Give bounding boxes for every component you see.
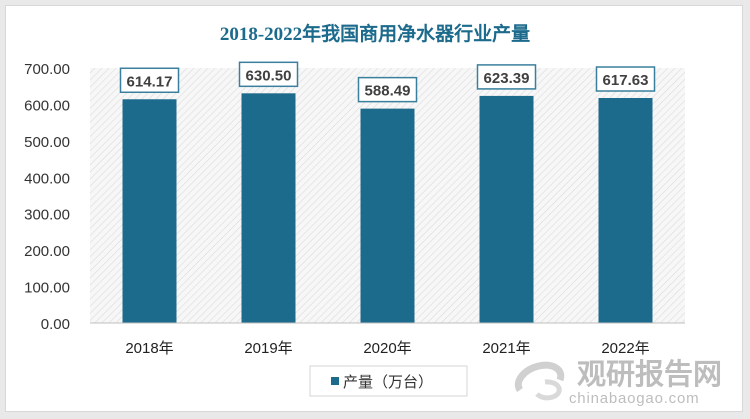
- data-label-box: [357, 76, 418, 103]
- data-label: 614.17: [127, 73, 173, 90]
- data-label: 623.39: [484, 70, 530, 87]
- data-label-box: [238, 61, 299, 88]
- data-label: 588.49: [365, 83, 411, 100]
- watermark: 观研报告网 chinabaogao.com: [514, 358, 722, 407]
- watermark-logo-icon: [514, 361, 565, 401]
- x-tick-label: 2020年: [363, 340, 411, 357]
- legend-label: 产量（万台）: [343, 374, 433, 391]
- x-tick-label: 2018年: [125, 340, 173, 357]
- data-label: 630.50: [246, 67, 292, 84]
- y-tick-label: 300.00: [24, 207, 70, 224]
- y-tick-label: 0.00: [41, 316, 70, 333]
- data-label-box: [476, 64, 537, 90]
- data-label: 617.63: [603, 72, 649, 89]
- y-tick-label: 700.00: [24, 61, 70, 78]
- bar: [241, 93, 296, 323]
- y-tick-label: 500.00: [24, 134, 70, 151]
- bar: [122, 99, 177, 324]
- watermark-text: 观研报告网: [577, 358, 722, 391]
- watermark-url: chinabaogao.com: [569, 390, 699, 407]
- legend-swatch: [331, 377, 339, 385]
- x-tick-label: 2021年: [482, 340, 530, 357]
- x-tick-label: 2022年: [601, 340, 649, 357]
- y-tick-label: 600.00: [24, 97, 70, 114]
- bar: [479, 95, 534, 323]
- chart-title: 2018-2022年我国商用净水器行业产量: [220, 22, 530, 45]
- y-tick-label: 200.00: [24, 243, 70, 260]
- legend: 产量（万台）: [309, 365, 468, 397]
- x-tick-label: 2019年: [244, 340, 292, 357]
- y-tick-label: 400.00: [24, 170, 70, 187]
- bar: [360, 108, 415, 324]
- data-label-box: [595, 66, 656, 92]
- y-tick-label: 100.00: [24, 280, 70, 297]
- bar: [598, 98, 653, 323]
- data-label-box: [119, 67, 180, 94]
